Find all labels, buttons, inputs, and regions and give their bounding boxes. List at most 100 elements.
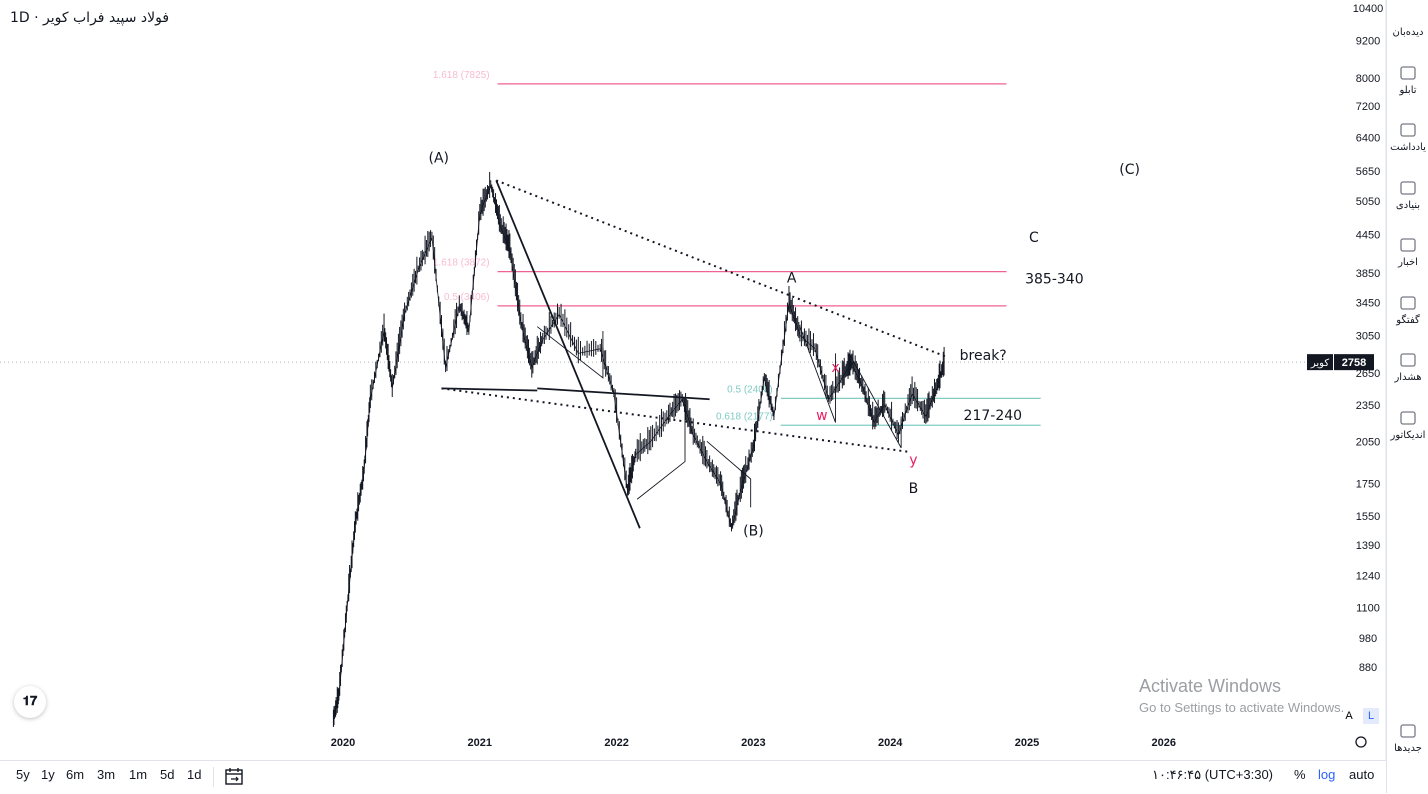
wave-annotation: (B) bbox=[743, 524, 764, 540]
sidebar-item-whats-new[interactable]: جدیدها bbox=[1387, 722, 1428, 754]
last-price-label: 2758 bbox=[1342, 357, 1366, 369]
wave-annotation: break? bbox=[960, 348, 1007, 364]
sidebar-item-alert[interactable]: هشدار bbox=[1387, 351, 1428, 383]
fib-level-label: 0.618 (2177) bbox=[716, 411, 773, 422]
settings-gear-icon[interactable] bbox=[1355, 736, 1367, 748]
log-toggle-button[interactable]: log bbox=[1318, 767, 1336, 782]
last-price-tag: کویر bbox=[1310, 358, 1329, 369]
range-1m-button[interactable]: 1m bbox=[129, 767, 148, 782]
fib-level-label: 1.618 (3872) bbox=[433, 258, 490, 269]
sidebar-item-fundamentals[interactable]: بنیادی bbox=[1387, 179, 1428, 211]
price-tick-label: 4450 bbox=[1356, 230, 1380, 242]
windows-watermark-subtitle: Go to Settings to activate Windows. bbox=[1139, 700, 1345, 715]
price-tick-label: 10400 bbox=[1353, 3, 1384, 15]
bottom-divider bbox=[213, 767, 214, 787]
time-tick-label: 2025 bbox=[1015, 737, 1039, 749]
alert-icon bbox=[1399, 351, 1417, 369]
log-scale-button[interactable]: L bbox=[1363, 708, 1379, 724]
price-tick-label: 5050 bbox=[1356, 196, 1380, 208]
chat-icon bbox=[1399, 294, 1417, 312]
range-1y-button[interactable]: 1y bbox=[41, 767, 55, 782]
wave-annotation: y bbox=[909, 452, 917, 468]
price-tick-label: 7200 bbox=[1356, 101, 1380, 113]
trendline bbox=[441, 387, 538, 392]
auto-scale-button[interactable]: A bbox=[1345, 710, 1353, 722]
sidebar-item-watchlist[interactable]: دیده‌بان bbox=[1387, 6, 1428, 38]
fib-level-label: 0.5 (2408) bbox=[727, 384, 773, 395]
wave-annotation: x bbox=[831, 360, 839, 376]
percent-scale-button[interactable]: % bbox=[1294, 767, 1306, 782]
price-tick-label: 1550 bbox=[1356, 511, 1380, 523]
fib-level-label: 1.618 (7825) bbox=[433, 70, 490, 81]
range-3m-button[interactable]: 3m bbox=[97, 767, 116, 782]
sidebar-item-label: اخبار bbox=[1398, 257, 1418, 268]
wave-annotation: B bbox=[909, 481, 919, 497]
trendline bbox=[441, 387, 910, 453]
wave-annotation: C bbox=[1029, 230, 1039, 246]
time-tick-label: 2023 bbox=[741, 737, 765, 749]
last-price-tag-bg bbox=[1307, 354, 1333, 371]
price-tick-label: 1750 bbox=[1356, 479, 1380, 491]
sidebar-item-label: گفتگو bbox=[1396, 314, 1420, 326]
trendline bbox=[495, 180, 641, 529]
pattern-wedge bbox=[848, 353, 902, 449]
sidebar-item-label: تابلو bbox=[1399, 84, 1417, 96]
wave-annotation: w bbox=[816, 408, 827, 424]
time-tick-label: 2020 bbox=[331, 737, 355, 749]
sidebar-item-label: جدیدها bbox=[1394, 743, 1422, 754]
price-tick-label: 2050 bbox=[1356, 436, 1380, 448]
sidebar-item-label: دیده‌بان bbox=[1392, 27, 1424, 38]
news-icon bbox=[1399, 236, 1417, 254]
pattern-wedge bbox=[536, 326, 604, 379]
whats-new-icon bbox=[1399, 722, 1417, 740]
watchlist-icon bbox=[1399, 6, 1417, 24]
price-tick-label: 980 bbox=[1359, 633, 1377, 645]
price-tick-label: 3050 bbox=[1356, 330, 1380, 342]
chart-area[interactable]: 10400 9200 8000 7200 6400 5650 5050 4450 3850 345… bbox=[0, 0, 1386, 760]
symbol-title: فولاد سپید فراب کویر · 1D bbox=[10, 10, 170, 26]
sidebar-item-notes[interactable]: یادداشت bbox=[1387, 121, 1428, 153]
wave-annotation: (A) bbox=[429, 150, 450, 166]
wave-annotation: A bbox=[787, 270, 797, 286]
price-tick-label: 3450 bbox=[1356, 297, 1380, 309]
pattern-wedge bbox=[706, 440, 752, 508]
tradingview-logo-icon[interactable]: 𝟏𝟕 bbox=[14, 686, 46, 718]
pattern-wedge bbox=[799, 326, 836, 423]
notes-icon bbox=[1399, 121, 1417, 139]
last-price-label-bg bbox=[1334, 354, 1374, 371]
bottom-toolbar: 5y 1y 6m 3m 1m 5d 1d ۱۰:۴۶:۴۵ (UTC+3:30)… bbox=[0, 760, 1386, 794]
range-6m-button[interactable]: 6m bbox=[66, 767, 85, 782]
wave-annotation: (C) bbox=[1119, 162, 1140, 178]
fundamentals-icon bbox=[1399, 179, 1417, 197]
range-5y-button[interactable]: 5y bbox=[16, 767, 30, 782]
price-tick-label: 880 bbox=[1359, 662, 1377, 674]
range-1d-button[interactable]: 1d bbox=[187, 767, 202, 782]
trendline bbox=[495, 179, 946, 358]
indicator-icon bbox=[1399, 409, 1417, 427]
pattern-wedge bbox=[636, 404, 686, 500]
time-tick-label: 2021 bbox=[468, 737, 492, 749]
windows-watermark-title: Activate Windows bbox=[1139, 676, 1282, 696]
price-series-line bbox=[333, 184, 945, 721]
sidebar-item-indicator[interactable]: اندیکاتور bbox=[1387, 409, 1428, 441]
clock-timezone[interactable]: ۱۰:۴۶:۴۵ (UTC+3:30) bbox=[1152, 767, 1273, 782]
price-tick-label: 2350 bbox=[1356, 400, 1380, 412]
price-tick-label: 6400 bbox=[1356, 133, 1380, 145]
sidebar-item-board[interactable]: تابلو bbox=[1387, 64, 1428, 96]
range-5d-button[interactable]: 5d bbox=[160, 767, 175, 782]
sidebar-item-label: اندیکاتور bbox=[1390, 429, 1426, 441]
wave-annotation: 217-240 bbox=[964, 408, 1023, 424]
sidebar-item-news[interactable]: اخبار bbox=[1387, 236, 1428, 268]
price-chart[interactable]: 10400 9200 8000 7200 6400 5650 5050 4450 3850 345… bbox=[0, 0, 1386, 760]
sidebar-item-chat[interactable]: گفتگو bbox=[1387, 294, 1428, 326]
price-tick-label: 1390 bbox=[1356, 540, 1380, 552]
right-sidebar: دیده‌بان تابلو یادداشت بنیادی اخبار گفتگو هشدا… bbox=[1386, 0, 1428, 793]
wave-annotation: 385-340 bbox=[1025, 272, 1084, 288]
auto-toggle-button[interactable]: auto bbox=[1349, 767, 1375, 782]
price-tick-label: 2650 bbox=[1356, 368, 1380, 380]
sidebar-item-label: یادداشت bbox=[1390, 142, 1426, 153]
calendar-goto-icon[interactable] bbox=[224, 766, 244, 786]
board-icon bbox=[1399, 64, 1417, 82]
time-tick-label: 2022 bbox=[604, 737, 628, 749]
price-tick-label: 5650 bbox=[1356, 166, 1380, 178]
